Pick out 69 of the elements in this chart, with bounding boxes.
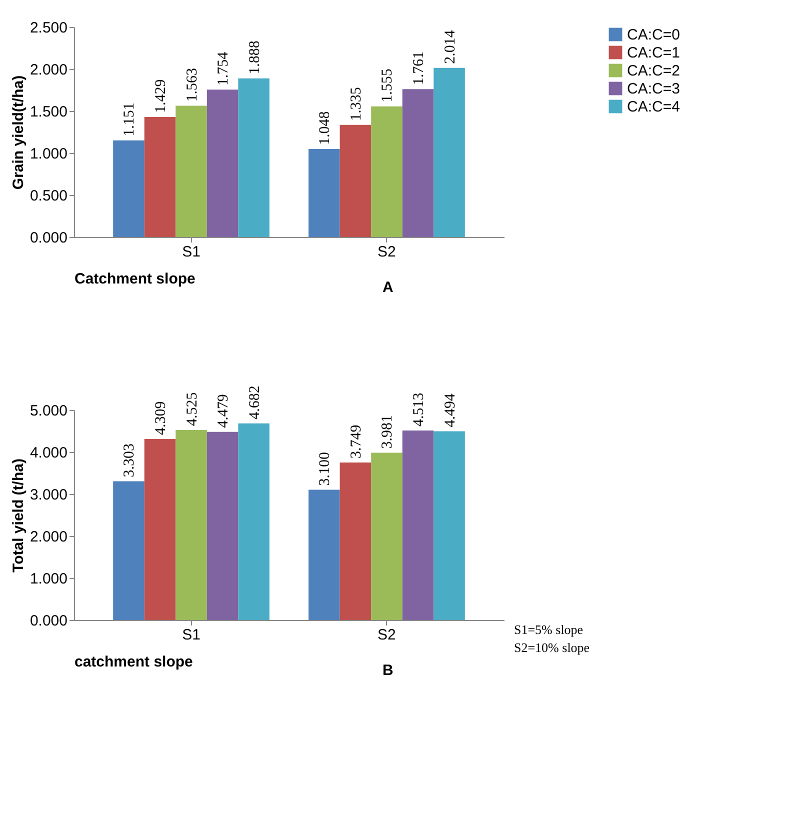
bar (238, 423, 270, 620)
data-label: 4.682 (246, 386, 263, 420)
data-label: 3.981 (380, 415, 396, 449)
bar (238, 78, 270, 237)
bar (402, 89, 434, 237)
x-tick-label: S1 (182, 244, 200, 260)
x-axis-title: catchment slope (74, 654, 193, 670)
text: S1=5% slope (514, 622, 584, 637)
data-label: 2.014 (442, 30, 458, 64)
x-tick-label: S1 (182, 626, 200, 644)
y-tick-label: 0.000 (30, 612, 68, 630)
data-label: 1.888 (246, 40, 263, 74)
bar (144, 439, 176, 620)
data-label: 4.525 (184, 392, 200, 426)
data-label: 3.100 (317, 452, 334, 486)
data-label: 3.749 (348, 424, 364, 459)
x-tick-label: S2 (378, 244, 396, 260)
data-label: 4.309 (153, 401, 169, 436)
legend-label: CA:C=0 (627, 26, 680, 44)
data-label: 3.303 (122, 444, 138, 478)
y-tick-label: 3.000 (30, 486, 68, 504)
bar (113, 481, 144, 620)
x-axis-title: Catchment slope (74, 270, 196, 288)
bar (176, 430, 207, 620)
bar (308, 148, 340, 237)
y-tick-label: 1.000 (30, 146, 68, 162)
bar (144, 116, 176, 237)
data-label: 1.151 (122, 102, 138, 136)
text: B (382, 662, 394, 679)
bar (434, 68, 465, 237)
data-label: 4.479 (216, 394, 232, 428)
legend-label: CA:C=4 (627, 98, 680, 116)
data-label: 1.429 (153, 79, 169, 113)
bar (206, 90, 238, 237)
bar (113, 140, 144, 237)
bar (434, 431, 465, 620)
y-tick-label: 1.500 (30, 104, 68, 120)
y-axis-title: Total yield (t/ha) (10, 458, 27, 572)
y-tick-label: 2.500 (30, 20, 68, 36)
bar (206, 432, 238, 620)
data-label: 1.555 (380, 68, 396, 102)
bar (371, 106, 402, 237)
bar (176, 106, 207, 237)
y-tick-label: 5.000 (30, 402, 68, 420)
legend-label: CA:C=1 (627, 44, 680, 62)
text: A (382, 279, 394, 296)
y-tick-label: 2.000 (30, 62, 68, 78)
y-tick-label: 2.000 (30, 528, 68, 546)
y-axis-title: Grain yield(t/ha) (10, 75, 27, 190)
data-label: 1.761 (411, 51, 427, 86)
data-label: 1.754 (216, 51, 232, 86)
bar (340, 462, 372, 620)
data-label: 1.048 (317, 111, 334, 145)
text: S2=10% slope (514, 640, 590, 655)
legend-label: CA:C=3 (627, 80, 680, 98)
x-tick-label: S2 (378, 626, 396, 644)
data-label: 1.563 (184, 68, 200, 102)
legend-label: CA:C=2 (627, 62, 680, 80)
data-label: 4.494 (442, 393, 458, 428)
y-tick-label: 1.000 (30, 570, 68, 588)
bar (340, 124, 372, 237)
bar (402, 430, 434, 620)
y-tick-label: 0.500 (30, 188, 68, 204)
data-label: 4.513 (411, 392, 427, 426)
bar (371, 452, 402, 620)
data-label: 1.335 (348, 87, 364, 121)
bar (308, 490, 340, 620)
y-tick-label: 0.000 (30, 230, 68, 246)
y-tick-label: 4.000 (30, 444, 68, 462)
